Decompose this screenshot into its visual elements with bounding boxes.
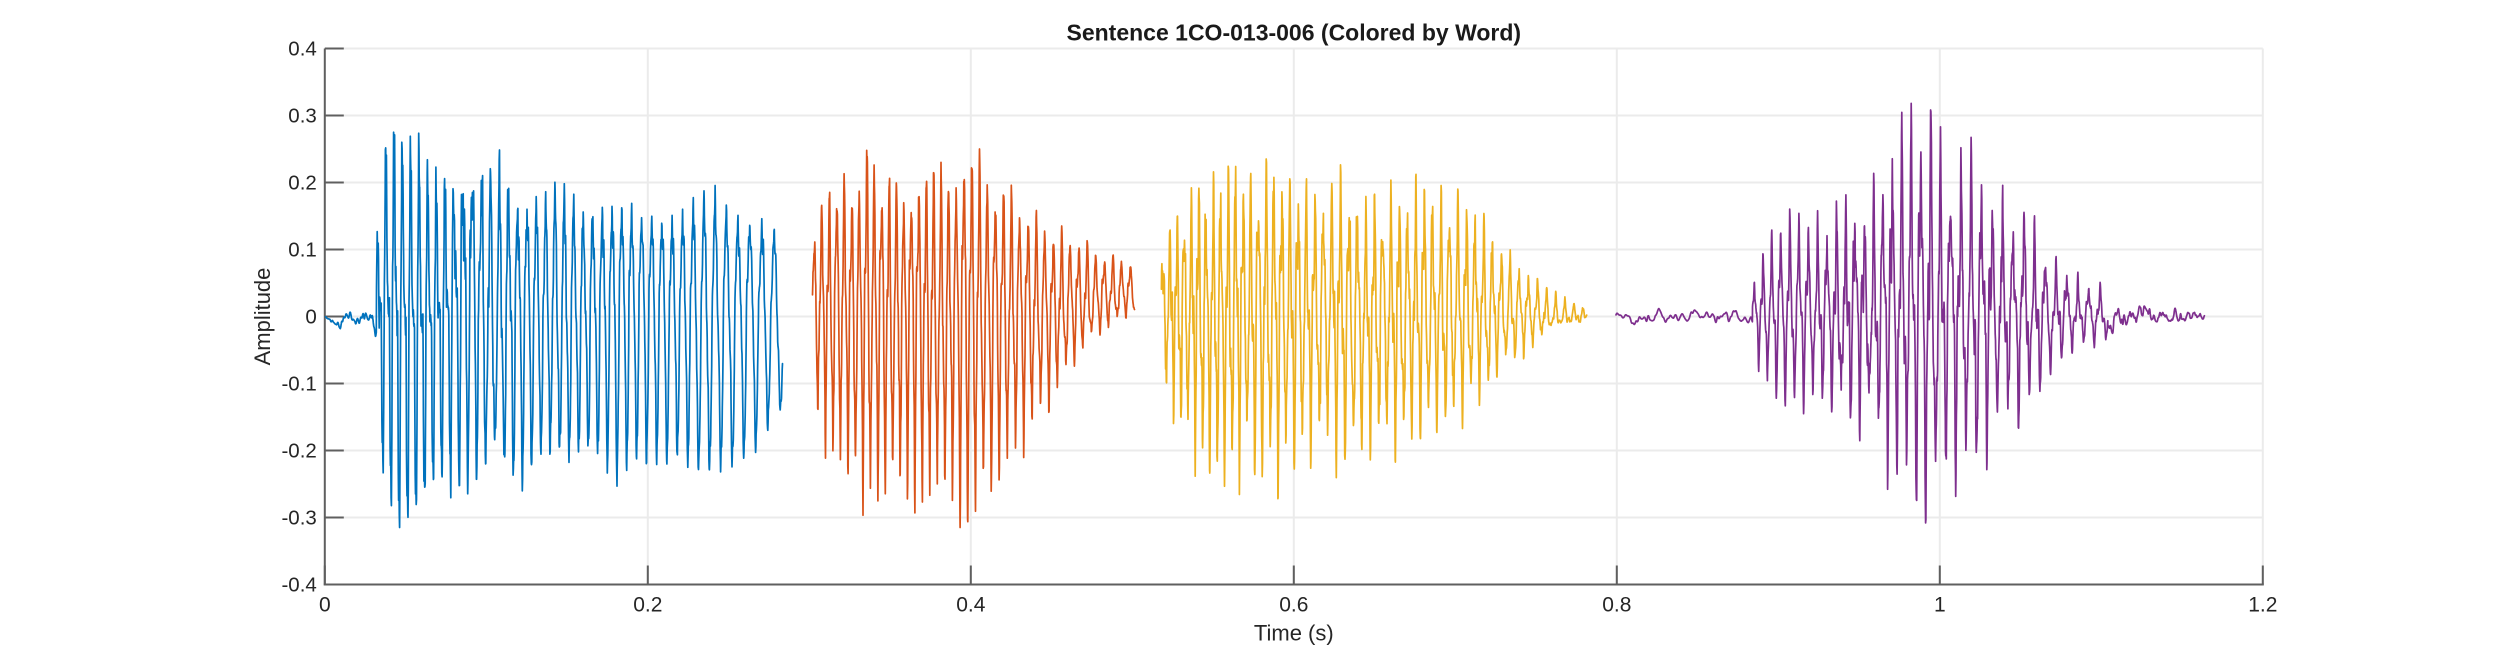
svg-text:-0.1: -0.1: [281, 373, 316, 396]
svg-text:0.8: 0.8: [1602, 594, 1631, 617]
svg-text:Amplitude: Amplitude: [250, 268, 275, 366]
svg-text:0.4: 0.4: [288, 38, 317, 61]
svg-text:0: 0: [305, 306, 316, 329]
svg-text:1.2: 1.2: [2248, 594, 2277, 617]
svg-text:0.6: 0.6: [1279, 594, 1308, 617]
svg-text:Sentence 1CO-013-006 (Colored: Sentence 1CO-013-006 (Colored by Word): [1067, 20, 1522, 46]
svg-text:0.1: 0.1: [288, 239, 317, 262]
svg-text:0: 0: [319, 594, 331, 617]
svg-text:0.3: 0.3: [288, 105, 317, 128]
svg-text:0.2: 0.2: [288, 172, 317, 195]
svg-text:-0.2: -0.2: [281, 440, 316, 463]
svg-text:-0.3: -0.3: [281, 507, 316, 530]
svg-text:0.2: 0.2: [633, 594, 662, 617]
svg-text:1: 1: [1934, 594, 1946, 617]
svg-text:-0.4: -0.4: [281, 574, 316, 597]
svg-text:Time (s): Time (s): [1254, 621, 1334, 646]
svg-text:0.4: 0.4: [956, 594, 986, 617]
